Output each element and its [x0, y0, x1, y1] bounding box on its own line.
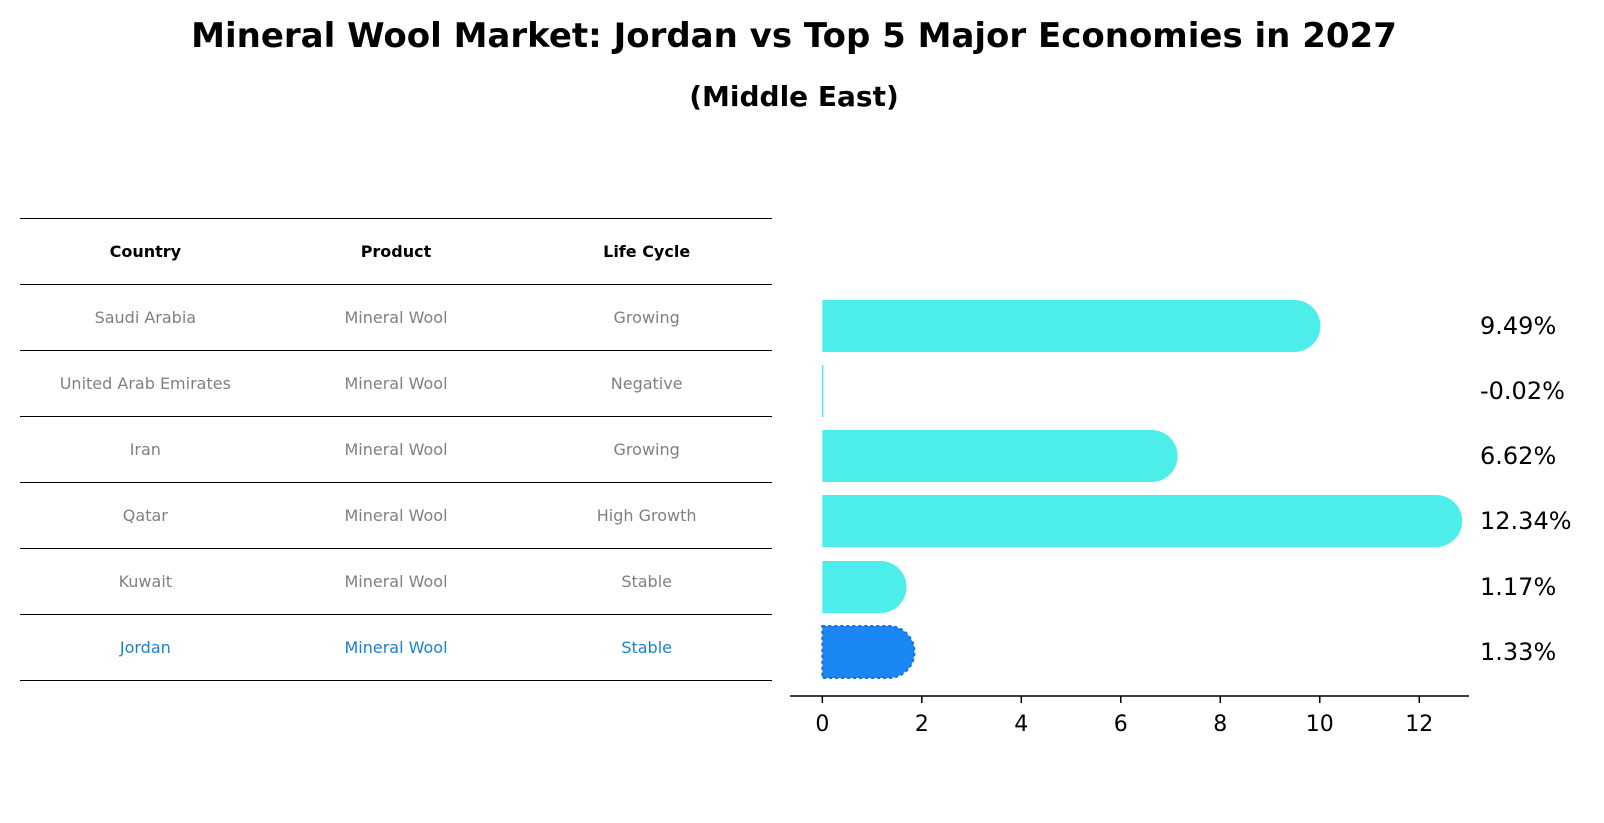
table-row: Iran Mineral Wool Growing [20, 416, 772, 483]
header-product: Product [270, 218, 522, 285]
x-tick-label: 2 [915, 712, 929, 737]
value-label: 9.49% [1480, 312, 1556, 340]
x-tick-label: 0 [815, 712, 829, 737]
country-table: Country Product Life Cycle Saudi Arabia … [20, 218, 772, 681]
table-row: Saudi Arabia Mineral Wool Growing [20, 284, 772, 351]
table-row-highlight: Jordan Mineral Wool Stable [20, 614, 772, 681]
chart-title: Mineral Wool Market: Jordan vs Top 5 Maj… [191, 16, 1397, 56]
cell-product: Mineral Wool [270, 482, 522, 549]
x-tick-label: 10 [1306, 712, 1334, 737]
cell-life-cycle: Stable [521, 548, 772, 615]
bar-united-arab-emirates [821, 365, 824, 417]
cell-country: Saudi Arabia [20, 284, 271, 351]
bar-jordan [821, 625, 916, 679]
header-life-cycle: Life Cycle [521, 218, 772, 285]
bar-saudi-arabia [822, 300, 1321, 352]
x-tick-label: 12 [1405, 712, 1433, 737]
cell-life-cycle: Negative [521, 350, 772, 417]
x-tick-label: 6 [1114, 712, 1128, 737]
cell-country: United Arab Emirates [20, 350, 271, 417]
cell-product: Mineral Wool [270, 350, 522, 417]
bar-kuwait [822, 561, 907, 613]
table-header-row: Country Product Life Cycle [20, 218, 772, 285]
cell-life-cycle: Stable [521, 614, 772, 681]
cell-country: Kuwait [20, 548, 271, 615]
table-row: Kuwait Mineral Wool Stable [20, 548, 772, 615]
header-country: Country [20, 218, 271, 285]
value-label: -0.02% [1480, 377, 1565, 405]
table-row: Qatar Mineral Wool High Growth [20, 482, 772, 549]
value-label: 6.62% [1480, 442, 1556, 470]
value-label: 1.33% [1480, 638, 1556, 666]
x-tick-label: 4 [1014, 712, 1028, 737]
value-label: 12.34% [1480, 507, 1572, 535]
chart-subtitle: (Middle East) [689, 80, 899, 113]
cell-product: Mineral Wool [270, 614, 522, 681]
table-row: United Arab Emirates Mineral Wool Negati… [20, 350, 772, 417]
x-tick-label: 8 [1213, 712, 1227, 737]
cell-life-cycle: High Growth [521, 482, 772, 549]
bar-qatar [822, 495, 1463, 547]
bar-iran [822, 430, 1178, 482]
cell-product: Mineral Wool [270, 284, 522, 351]
cell-country: Jordan [20, 614, 271, 681]
value-label: 1.17% [1480, 573, 1556, 601]
cell-life-cycle: Growing [521, 416, 772, 483]
data-table: Country Product Life Cycle Saudi Arabia … [20, 218, 772, 681]
cell-country: Qatar [20, 482, 271, 549]
cell-life-cycle: Growing [521, 284, 772, 351]
cell-country: Iran [20, 416, 271, 483]
